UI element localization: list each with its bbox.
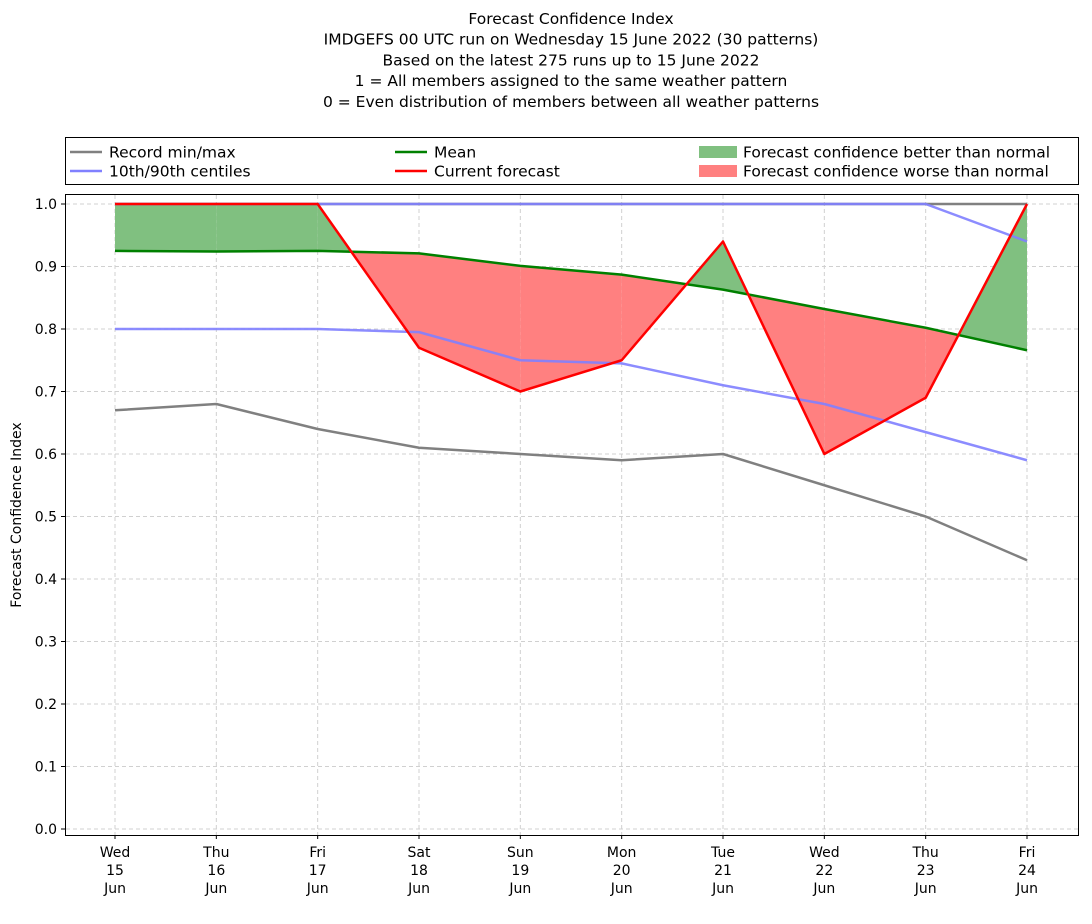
- plot-frame: [65, 194, 1079, 836]
- x-tick-label: 17: [309, 863, 327, 879]
- x-tick-label: Fri: [309, 845, 326, 861]
- fill-worse-than-normal: [520, 265, 622, 392]
- legend-label: Current forecast: [434, 163, 560, 181]
- x-tick-label: Jun: [914, 881, 937, 897]
- x-tick-label: Wed: [809, 845, 840, 861]
- x-tick-label: Jun: [1015, 881, 1038, 897]
- x-tick-label: Jun: [103, 881, 126, 897]
- x-tick-label: Jun: [610, 881, 633, 897]
- x-tick-label: 19: [511, 863, 529, 879]
- series-10th-centile: [115, 327, 1028, 462]
- x-tick-label: 22: [815, 863, 833, 879]
- x-tick-label: 15: [106, 863, 124, 879]
- x-tick-label: Mon: [607, 845, 637, 861]
- fill-worse-than-normal: [824, 309, 926, 454]
- legend-label: Forecast confidence worse than normal: [743, 163, 1049, 181]
- chart-title: Forecast Confidence Index IMDGEFS 00 UTC …: [323, 10, 819, 111]
- x-tick-label: 20: [613, 863, 631, 879]
- fill-worse-than-normal: [419, 253, 521, 392]
- fill-better-than-normal: [958, 204, 1027, 351]
- x-tick-label: Thu: [202, 845, 229, 861]
- y-axis-label: Forecast Confidence Index: [9, 422, 25, 607]
- series-mean: [114, 249, 1028, 352]
- title-line: Forecast Confidence Index: [468, 10, 673, 28]
- x-tick-label: 23: [917, 863, 935, 879]
- legend-label: 10th/90th centiles: [109, 163, 251, 181]
- x-tick-label: Wed: [100, 845, 131, 861]
- x-tick-label: Jun: [812, 881, 835, 897]
- x-tick-label: Jun: [407, 881, 430, 897]
- fill-better-than-normal: [216, 204, 318, 252]
- x-tick-label: 21: [714, 863, 732, 879]
- x-tick-label: 18: [410, 863, 428, 879]
- title-line: 0 = Even distribution of members between…: [323, 93, 819, 111]
- y-tick-label: 0.9: [35, 260, 57, 276]
- legend-swatch-patch: [699, 165, 737, 177]
- x-tick-label: Jun: [711, 881, 734, 897]
- x-tick-label: Jun: [508, 881, 531, 897]
- title-line: 1 = All members assigned to the same wea…: [355, 72, 788, 90]
- y-tick-label: 0.4: [35, 572, 57, 588]
- y-tick-label: 0.7: [35, 385, 57, 401]
- x-tick-label: Thu: [912, 845, 939, 861]
- axis-ticks: 0.0 0.1 0.2 0.3 0.4 0.5 0.6 0.7 0.8 0.9 1.0 Wed 15 Ju…: [35, 197, 1038, 897]
- title-line: IMDGEFS 00 UTC run on Wednesday 15 June …: [324, 31, 819, 49]
- y-tick-label: 0.0: [35, 822, 57, 838]
- x-tick-label: Sun: [507, 845, 534, 861]
- legend-label: Record min/max: [109, 144, 236, 162]
- y-tick-label: 0.1: [35, 760, 57, 776]
- legend-label: Mean: [434, 144, 476, 162]
- x-tick-label: 24: [1018, 863, 1036, 879]
- x-tick-label: 16: [207, 863, 225, 879]
- x-tick-label: Sat: [408, 845, 431, 861]
- x-tick-label: Jun: [306, 881, 329, 897]
- legend-label: Forecast confidence better than normal: [743, 144, 1050, 162]
- series-record-min: [114, 402, 1028, 562]
- x-tick-label: Jun: [204, 881, 227, 897]
- fill-better-than-normal: [115, 204, 217, 252]
- legend-swatch-patch: [699, 146, 737, 158]
- x-tick-label: Tue: [710, 845, 735, 861]
- y-tick-label: 0.6: [35, 447, 57, 463]
- y-tick-label: 0.2: [35, 697, 57, 713]
- x-tick-label: Fri: [1019, 845, 1036, 861]
- y-tick-label: 0.3: [35, 635, 57, 651]
- series-lines: [114, 202, 1029, 562]
- y-tick-label: 0.5: [35, 510, 57, 526]
- fill-worse-than-normal: [621, 274, 687, 361]
- series-current-forecast: [115, 202, 1029, 456]
- y-tick-label: 1.0: [35, 197, 57, 213]
- y-tick-label: 0.8: [35, 322, 57, 338]
- title-line: Based on the latest 275 runs up to 15 Ju…: [383, 51, 760, 69]
